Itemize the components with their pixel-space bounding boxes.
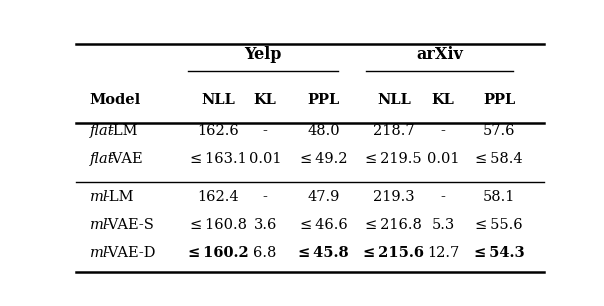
Text: NLL: NLL xyxy=(201,93,235,107)
Text: 218.7: 218.7 xyxy=(373,124,414,138)
Text: ≤ 46.6: ≤ 46.6 xyxy=(300,218,347,232)
Text: 5.3: 5.3 xyxy=(431,218,455,232)
Text: -: - xyxy=(440,124,445,138)
Text: 0.01: 0.01 xyxy=(249,152,281,166)
Text: 57.6: 57.6 xyxy=(483,124,515,138)
Text: ≤ 160.2: ≤ 160.2 xyxy=(188,247,249,260)
Text: 47.9: 47.9 xyxy=(307,190,340,204)
Text: 3.6: 3.6 xyxy=(254,218,277,232)
Text: 162.4: 162.4 xyxy=(198,190,239,204)
Text: ≤ 219.5: ≤ 219.5 xyxy=(365,152,422,166)
Text: 219.3: 219.3 xyxy=(373,190,414,204)
Text: ≤ 54.3: ≤ 54.3 xyxy=(474,247,524,260)
Text: ml: ml xyxy=(89,190,108,204)
Text: ml: ml xyxy=(89,218,108,232)
Text: 12.7: 12.7 xyxy=(427,247,459,260)
Text: -LM: -LM xyxy=(104,190,133,204)
Text: -: - xyxy=(440,190,445,204)
Text: flat: flat xyxy=(89,152,114,166)
Text: 58.1: 58.1 xyxy=(483,190,515,204)
Text: Yelp: Yelp xyxy=(244,47,281,63)
Text: flat: flat xyxy=(89,124,114,138)
Text: ≤ 45.8: ≤ 45.8 xyxy=(298,247,349,260)
Text: ≤ 58.4: ≤ 58.4 xyxy=(475,152,523,166)
Text: 6.8: 6.8 xyxy=(254,247,277,260)
Text: NLL: NLL xyxy=(377,93,411,107)
Text: -VAE-S: -VAE-S xyxy=(104,218,154,232)
Text: 0.01: 0.01 xyxy=(426,152,459,166)
Text: ≤ 55.6: ≤ 55.6 xyxy=(475,218,523,232)
Text: -LM: -LM xyxy=(109,124,138,138)
Text: 162.6: 162.6 xyxy=(198,124,239,138)
Text: ≤ 49.2: ≤ 49.2 xyxy=(300,152,347,166)
Text: -VAE: -VAE xyxy=(109,152,143,166)
Text: ≤ 216.8: ≤ 216.8 xyxy=(365,218,422,232)
Text: -VAE-D: -VAE-D xyxy=(104,247,155,260)
Text: -: - xyxy=(263,124,268,138)
Text: 48.0: 48.0 xyxy=(307,124,340,138)
Text: KL: KL xyxy=(431,93,454,107)
Text: KL: KL xyxy=(254,93,277,107)
Text: ≤ 215.6: ≤ 215.6 xyxy=(364,247,424,260)
Text: arXiv: arXiv xyxy=(416,47,463,63)
Text: PPL: PPL xyxy=(483,93,515,107)
Text: ≤ 163.1: ≤ 163.1 xyxy=(190,152,246,166)
Text: -: - xyxy=(263,190,268,204)
Text: Model: Model xyxy=(89,93,141,107)
Text: PPL: PPL xyxy=(307,93,339,107)
Text: ≤ 160.8: ≤ 160.8 xyxy=(190,218,247,232)
Text: ml: ml xyxy=(89,247,108,260)
